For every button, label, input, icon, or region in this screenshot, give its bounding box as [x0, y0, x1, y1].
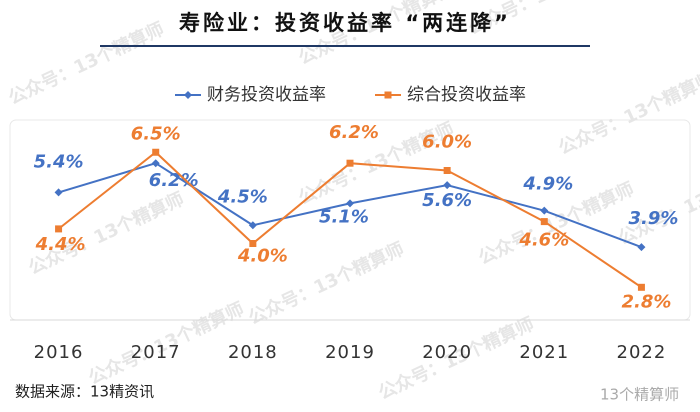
legend-label: 综合投资收益率 — [407, 85, 526, 105]
legend-marker — [184, 91, 192, 99]
x-tick-label: 2018 — [228, 342, 278, 363]
point — [248, 221, 257, 230]
point — [55, 225, 63, 233]
watermark: 公众号：13个精算师 — [615, 158, 700, 249]
x-tick-label: 2020 — [422, 342, 472, 363]
point — [152, 148, 160, 156]
point — [346, 159, 354, 167]
x-tick-label: 2017 — [131, 342, 181, 363]
x-tick-label: 2022 — [617, 342, 667, 363]
value-label: 5.4% — [34, 151, 84, 172]
value-label: 6.5% — [131, 123, 181, 144]
value-label: 2.8% — [621, 291, 671, 312]
point — [151, 159, 160, 168]
value-label: 6.2% — [329, 122, 379, 143]
value-label: 4.4% — [35, 234, 86, 255]
point — [637, 243, 646, 252]
point — [540, 206, 549, 215]
point — [54, 188, 63, 197]
watermark: 公众号：13个精算师 — [5, 18, 168, 109]
value-label: 4.5% — [217, 186, 268, 207]
point — [443, 181, 452, 190]
x-tick-label: 2021 — [519, 342, 569, 363]
watermark: 公众号：13个精算师 — [555, 68, 700, 159]
value-label: 5.6% — [422, 190, 472, 211]
point — [346, 199, 354, 208]
point — [540, 218, 548, 226]
point — [443, 167, 451, 174]
x-tick-label: 2019 — [325, 342, 375, 363]
value-label: 4.9% — [522, 174, 573, 195]
point — [637, 283, 645, 291]
value-label: 6.0% — [422, 132, 472, 153]
value-label: 4.0% — [237, 246, 288, 267]
x-tick-label: 2016 — [34, 342, 84, 363]
value-label: 3.9% — [628, 208, 678, 229]
value-label: 4.6% — [518, 230, 569, 251]
legend-marker — [384, 91, 392, 99]
legend-label: 财务投资收益率 — [207, 85, 326, 105]
value-label: 6.2% — [149, 170, 199, 191]
point — [249, 240, 257, 247]
logo: 13个精算师 — [600, 386, 679, 404]
chart-title: 寿险业：投资收益率 “两连降” — [179, 11, 511, 35]
value-label: 5.1% — [319, 206, 369, 227]
source: 数据来源：13精资讯 — [15, 383, 154, 401]
